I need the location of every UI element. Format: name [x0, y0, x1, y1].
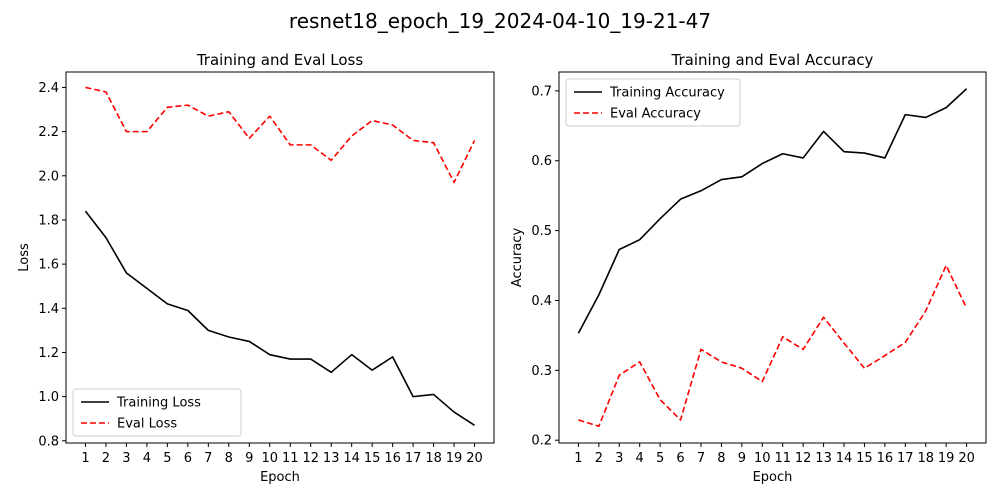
- accuracy-series-line-eval: [578, 264, 968, 428]
- loss-legend-box: [72, 388, 242, 437]
- loss-x-tick-label: 2: [102, 451, 110, 466]
- accuracy-x-tick-label: 9: [738, 451, 746, 466]
- loss-x-tick-label: 9: [245, 451, 253, 466]
- accuracy-chart-title: Training and Eval Accuracy: [671, 51, 874, 69]
- accuracy-x-tick-label: 1: [574, 451, 582, 466]
- accuracy-x-axis-title: Epoch: [753, 470, 793, 485]
- accuracy-x-tick-label: 7: [697, 451, 705, 466]
- loss-x-tick-label: 15: [364, 451, 381, 466]
- accuracy-legend-label: Eval Accuracy: [610, 107, 701, 122]
- loss-legend-label: Training Loss: [116, 396, 201, 411]
- loss-y-tick-label: 0.8: [38, 434, 59, 449]
- accuracy-x-tick-label: 20: [958, 451, 975, 466]
- loss-x-tick-label: 18: [425, 451, 442, 466]
- loss-series-line-training: [84, 210, 475, 427]
- accuracy-x-tick-label: 19: [938, 451, 955, 466]
- accuracy-x-tick-label: 18: [917, 451, 934, 466]
- loss-x-tick-label: 12: [302, 451, 319, 466]
- accuracy-y-axis-title: Accuracy: [510, 228, 525, 288]
- accuracy-legend-label: Training Accuracy: [609, 86, 725, 101]
- accuracy-series-line-training: [577, 88, 968, 334]
- loss-y-tick-label: 1.2: [38, 346, 59, 361]
- loss-x-tick-label: 19: [446, 451, 463, 466]
- loss-legend: Training Loss Eval Loss: [72, 388, 242, 437]
- loss-y-tick-label: 1.8: [38, 213, 59, 228]
- loss-x-tick-label: 16: [384, 451, 401, 466]
- accuracy-x-tick-label: 12: [795, 451, 812, 466]
- accuracy-x-tick-label: 10: [754, 451, 771, 466]
- accuracy-x-tick-label: 3: [615, 451, 623, 466]
- loss-series-line-eval: [85, 86, 476, 184]
- loss-x-tick-label: 3: [122, 451, 130, 466]
- loss-x-tick-label: 10: [261, 451, 278, 466]
- accuracy-plot-area: [558, 71, 987, 444]
- accuracy-x-tick-label: 5: [656, 451, 664, 466]
- loss-y-tick-label: 2.2: [38, 125, 59, 140]
- accuracy-x-tick-label: 13: [815, 451, 832, 466]
- loss-y-tick-label: 1.4: [38, 302, 59, 317]
- accuracy-legend: Training Accuracy Eval Accuracy: [565, 78, 741, 127]
- loss-x-tick-label: 5: [163, 451, 171, 466]
- figure-suptitle: resnet18_epoch_19_2024-04-10_19-21-47: [289, 9, 711, 33]
- accuracy-y-tick-label: 0.6: [531, 154, 552, 169]
- loss-y-tick-label: 2.4: [38, 81, 59, 96]
- loss-x-tick-label: 4: [143, 451, 151, 466]
- accuracy-x-tick-label: 11: [774, 451, 791, 466]
- loss-x-tick-label: 7: [204, 451, 212, 466]
- accuracy-x-tick-label: 17: [897, 451, 914, 466]
- loss-y-tick-label: 1.0: [38, 390, 59, 405]
- loss-x-axis-title: Epoch: [260, 470, 300, 485]
- loss-x-tick-label: 13: [323, 451, 340, 466]
- accuracy-x-tick-label: 6: [676, 451, 684, 466]
- accuracy-x-tick-label: 2: [595, 451, 603, 466]
- accuracy-y-tick-label: 0.4: [531, 294, 552, 309]
- loss-x-tick-label: 11: [282, 451, 299, 466]
- loss-legend-label: Eval Loss: [117, 417, 177, 432]
- accuracy-x-tick-label: 15: [856, 451, 873, 466]
- loss-y-tick-label: 2.0: [38, 169, 59, 184]
- loss-chart-title: Training and Eval Loss: [196, 51, 364, 69]
- loss-y-tick-label: 1.6: [38, 258, 59, 273]
- loss-x-tick-label: 14: [343, 451, 360, 466]
- accuracy-y-tick-label: 0.3: [531, 364, 552, 379]
- loss-x-tick-label: 8: [225, 451, 233, 466]
- accuracy-x-tick-label: 14: [836, 451, 853, 466]
- accuracy-x-tick-label: 4: [636, 451, 644, 466]
- loss-y-axis-title: Loss: [17, 243, 32, 272]
- accuracy-y-tick-label: 0.5: [531, 224, 552, 239]
- accuracy-y-tick-label: 0.7: [531, 84, 552, 99]
- accuracy-x-tick-label: 8: [717, 451, 725, 466]
- loss-plot-area: [65, 71, 495, 444]
- accuracy-y-tick-label: 0.2: [531, 434, 552, 449]
- loss-x-tick-label: 6: [184, 451, 192, 466]
- loss-x-tick-label: 20: [466, 451, 483, 466]
- accuracy-x-tick-label: 16: [877, 451, 894, 466]
- loss-x-tick-label: 17: [405, 451, 422, 466]
- loss-x-tick-label: 1: [81, 451, 89, 466]
- accuracy-legend-box: [565, 78, 741, 127]
